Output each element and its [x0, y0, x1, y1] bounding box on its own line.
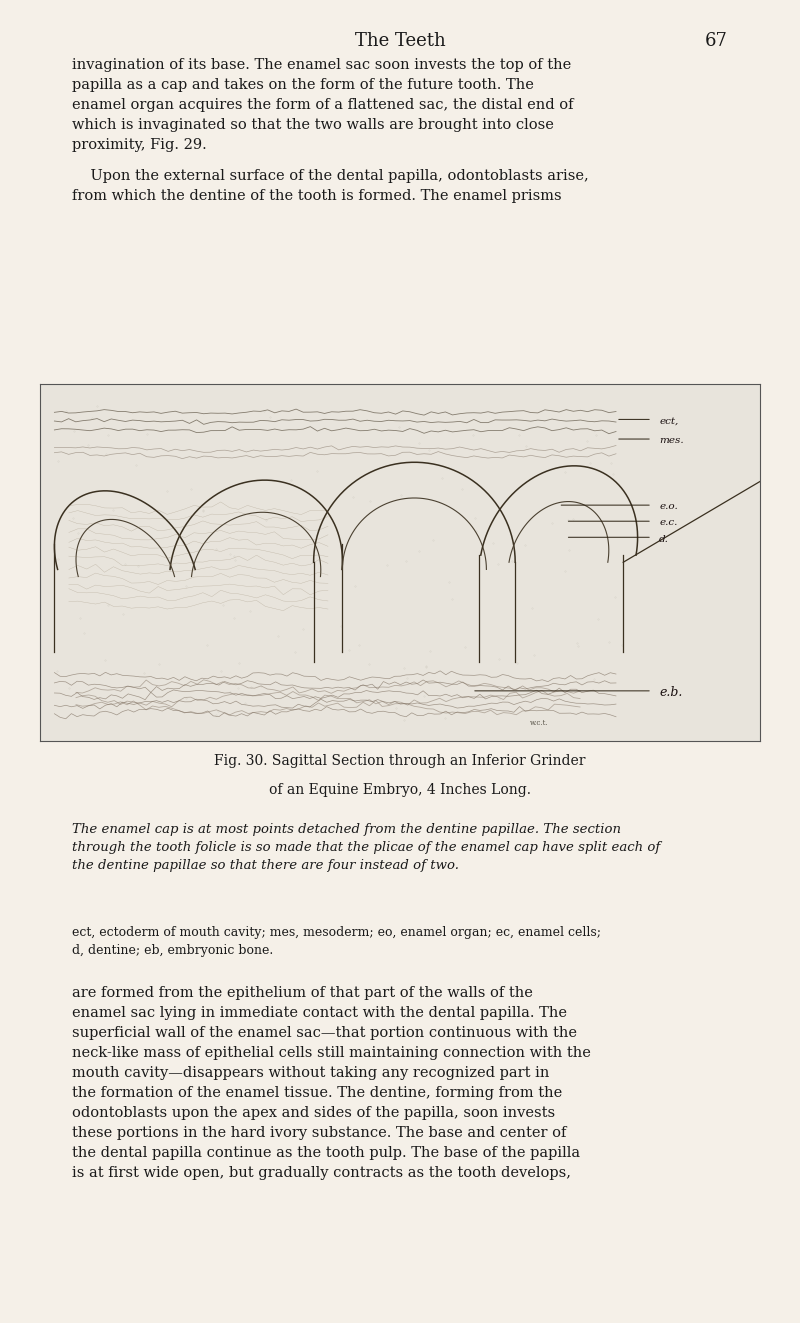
- Text: e.o.: e.o.: [659, 503, 678, 512]
- Text: e.c.: e.c.: [659, 519, 678, 528]
- Text: invagination of its base. The enamel sac soon invests the top of the
papilla as : invagination of its base. The enamel sac…: [72, 58, 574, 152]
- Text: Fig. 30. Sagittal Section through an Inferior Grinder: Fig. 30. Sagittal Section through an Inf…: [214, 754, 586, 769]
- Text: ect, ectoderm of mouth cavity; mes, mesoderm; eo, enamel organ; ec, enamel cells: ect, ectoderm of mouth cavity; mes, meso…: [72, 926, 601, 957]
- Text: ect,: ect,: [659, 417, 678, 426]
- Text: 67: 67: [705, 32, 728, 50]
- Text: w.c.t.: w.c.t.: [530, 718, 548, 726]
- Text: are formed from the epithelium of that part of the walls of the
enamel sac lying: are formed from the epithelium of that p…: [72, 986, 591, 1180]
- Text: mes.: mes.: [659, 437, 684, 446]
- Text: The Teeth: The Teeth: [354, 32, 446, 50]
- Text: The enamel cap is at most points detached from the dentine papillae. The section: The enamel cap is at most points detache…: [72, 823, 660, 872]
- Text: of an Equine Embryo, 4 Inches Long.: of an Equine Embryo, 4 Inches Long.: [269, 783, 531, 798]
- Text: d.: d.: [659, 534, 669, 544]
- Text: e.b.: e.b.: [659, 687, 682, 699]
- Text: Upon the external surface of the dental papilla, odontoblasts arise,
from which : Upon the external surface of the dental …: [72, 169, 589, 204]
